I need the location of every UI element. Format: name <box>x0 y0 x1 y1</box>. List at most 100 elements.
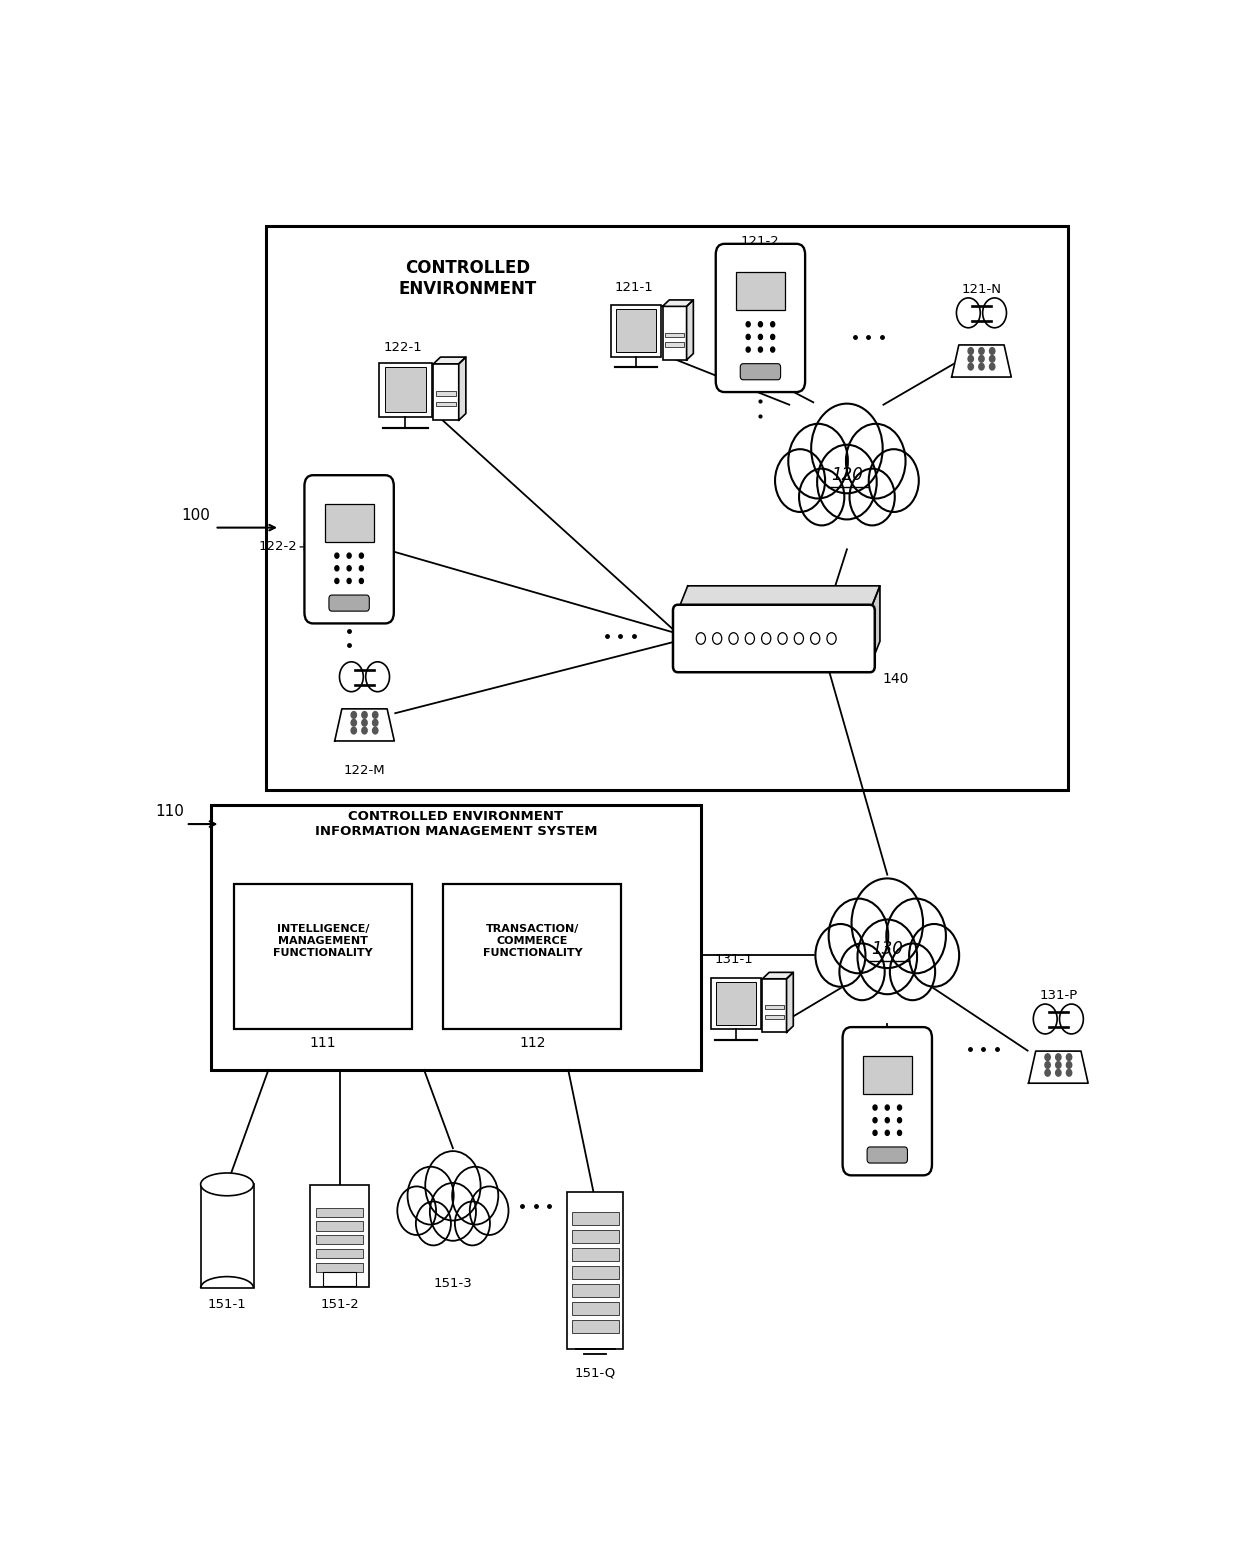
Text: 100: 100 <box>181 507 210 523</box>
Circle shape <box>347 552 351 559</box>
Bar <box>234 884 412 1028</box>
Bar <box>444 884 621 1028</box>
Circle shape <box>771 347 775 352</box>
Circle shape <box>968 347 973 354</box>
Circle shape <box>885 1117 889 1122</box>
Text: 131-P: 131-P <box>1039 989 1078 1003</box>
Circle shape <box>759 322 763 327</box>
Bar <box>316 1235 363 1244</box>
Circle shape <box>470 1186 508 1235</box>
Bar <box>863 1056 911 1094</box>
Circle shape <box>1055 1061 1061 1069</box>
Circle shape <box>347 579 351 584</box>
Circle shape <box>775 449 825 512</box>
Circle shape <box>372 728 378 734</box>
Circle shape <box>340 662 363 692</box>
Circle shape <box>839 944 884 1000</box>
Polygon shape <box>459 357 466 421</box>
Circle shape <box>771 335 775 340</box>
Circle shape <box>745 632 754 645</box>
Bar <box>665 333 684 336</box>
Circle shape <box>887 898 946 973</box>
Bar <box>316 1263 363 1272</box>
Bar <box>763 978 786 1033</box>
FancyBboxPatch shape <box>329 595 370 612</box>
Circle shape <box>372 712 378 718</box>
Circle shape <box>360 579 363 584</box>
Circle shape <box>415 1202 451 1246</box>
Circle shape <box>351 712 356 718</box>
Circle shape <box>397 1186 436 1235</box>
Circle shape <box>335 567 339 571</box>
Text: 151-1: 151-1 <box>207 1297 247 1310</box>
Circle shape <box>885 1105 889 1110</box>
Circle shape <box>849 468 895 526</box>
Circle shape <box>759 335 763 340</box>
Circle shape <box>873 1117 877 1122</box>
Text: CONTROLLED ENVIRONMENT
INFORMATION MANAGEMENT SYSTEM: CONTROLLED ENVIRONMENT INFORMATION MANAG… <box>315 811 596 839</box>
Text: 151-Q: 151-Q <box>574 1366 616 1379</box>
Circle shape <box>372 720 378 726</box>
FancyBboxPatch shape <box>305 476 394 623</box>
Bar <box>611 305 661 357</box>
Circle shape <box>1045 1069 1050 1077</box>
Circle shape <box>360 567 363 571</box>
Circle shape <box>816 923 866 988</box>
Bar <box>211 804 701 1070</box>
Text: 112: 112 <box>520 1036 546 1050</box>
Text: 122-2: 122-2 <box>258 540 298 554</box>
Circle shape <box>898 1130 901 1135</box>
Circle shape <box>968 355 973 362</box>
Circle shape <box>351 728 356 734</box>
Circle shape <box>885 1130 889 1135</box>
Text: 122-1: 122-1 <box>383 341 423 354</box>
Ellipse shape <box>815 883 960 1017</box>
FancyBboxPatch shape <box>740 363 781 380</box>
Circle shape <box>1055 1053 1061 1061</box>
Bar <box>201 1185 253 1288</box>
FancyBboxPatch shape <box>867 1147 908 1163</box>
Circle shape <box>795 632 804 645</box>
Circle shape <box>909 923 960 988</box>
Circle shape <box>777 632 787 645</box>
Circle shape <box>408 1167 454 1224</box>
Bar <box>715 981 756 1025</box>
Circle shape <box>990 363 994 369</box>
Text: 131-1: 131-1 <box>714 953 753 966</box>
Text: 130: 130 <box>872 941 903 958</box>
Text: 131-2: 131-2 <box>868 1166 906 1180</box>
Circle shape <box>846 424 905 499</box>
Circle shape <box>1033 1005 1058 1034</box>
Polygon shape <box>434 357 466 363</box>
Circle shape <box>761 632 771 645</box>
Polygon shape <box>678 585 880 610</box>
Circle shape <box>360 552 363 559</box>
Circle shape <box>978 363 985 369</box>
Bar <box>567 1193 622 1349</box>
Bar <box>711 978 761 1030</box>
Circle shape <box>453 1167 498 1224</box>
Ellipse shape <box>397 1153 508 1258</box>
Circle shape <box>898 1105 901 1110</box>
Circle shape <box>811 632 820 645</box>
Bar <box>572 1283 619 1297</box>
Circle shape <box>982 297 1007 327</box>
Bar <box>765 1005 784 1009</box>
Circle shape <box>828 898 888 973</box>
Bar <box>616 310 656 352</box>
Bar <box>316 1221 363 1230</box>
Bar <box>662 307 687 360</box>
Bar <box>436 391 456 396</box>
Circle shape <box>729 632 738 645</box>
Circle shape <box>366 662 389 692</box>
Bar <box>572 1319 619 1333</box>
Circle shape <box>811 404 883 493</box>
Polygon shape <box>687 300 693 360</box>
Circle shape <box>713 632 722 645</box>
Circle shape <box>1066 1061 1071 1069</box>
Text: 120: 120 <box>831 466 863 484</box>
Bar <box>572 1302 619 1315</box>
Polygon shape <box>870 585 880 667</box>
Circle shape <box>347 567 351 571</box>
Bar <box>572 1247 619 1261</box>
